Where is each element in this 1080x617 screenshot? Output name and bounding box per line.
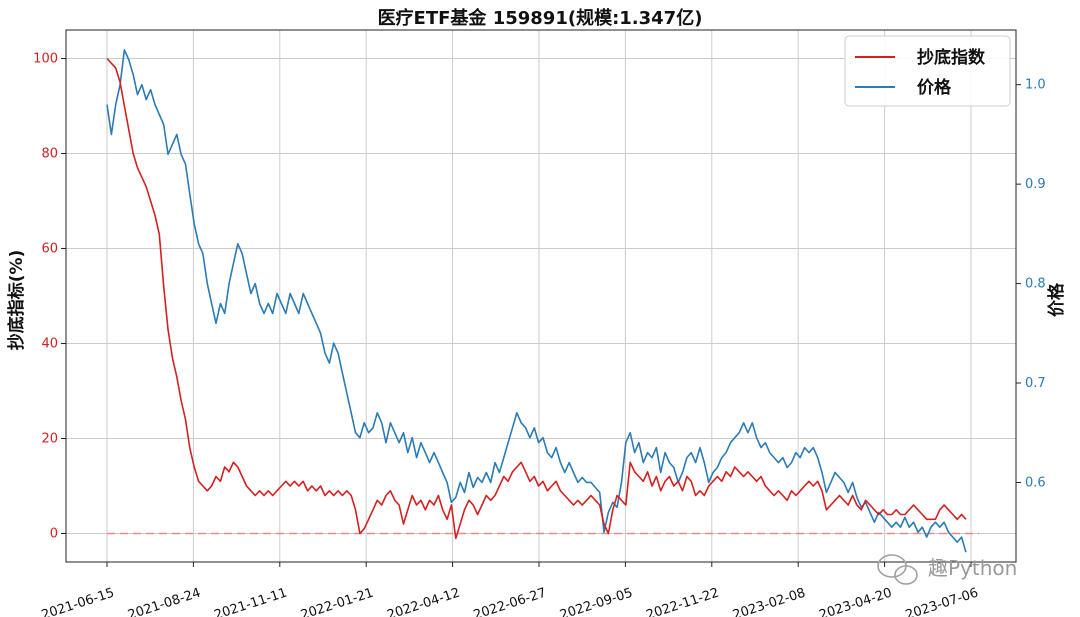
- right-tick-label: 0.9: [1025, 177, 1046, 192]
- x-tick-label: 2023-04-20: [817, 586, 893, 617]
- series-layer: [106, 49, 967, 553]
- right-tick-label: 0.6: [1025, 475, 1046, 490]
- right-y-axis: 0.6 0.7 0.8 0.9 1.0: [1016, 78, 1046, 490]
- x-tick-label: 2023-07-06: [904, 586, 980, 617]
- right-tick-label: 0.8: [1025, 277, 1046, 292]
- x-tick-label: 2022-01-21: [299, 586, 375, 617]
- series-line-price: [106, 49, 967, 553]
- watermark-text: 趣Python: [928, 556, 1017, 580]
- chart-title: 医疗ETF基金 159891(规模:1.347亿): [378, 7, 703, 29]
- x-tick-label: 2023-02-08: [731, 586, 807, 617]
- plot-frame: [65, 29, 1017, 563]
- left-tick-label: 20: [41, 432, 58, 447]
- x-tick-label: 2021-06-15: [40, 586, 116, 617]
- legend-box: [844, 35, 1011, 107]
- right-tick-label: 1.0: [1025, 78, 1046, 93]
- x-tick-label: 2022-11-22: [645, 586, 721, 617]
- x-tick-label: 2022-06-27: [472, 586, 548, 617]
- grid: [66, 30, 1016, 562]
- legend-label: 抄底指数: [917, 47, 986, 68]
- left-y-axis: 0 20 40 60 80 100: [33, 52, 66, 542]
- left-tick-label: 80: [41, 147, 58, 162]
- x-tick-label: 2021-08-24: [126, 586, 202, 617]
- left-tick-label: 100: [33, 52, 58, 67]
- x-axis: 2021-06-15 2021-08-24 2021-11-11 2022-01-21…: [40, 562, 980, 617]
- series-line-bottom-index: [106, 57, 967, 540]
- right-tick-label: 0.7: [1025, 376, 1046, 391]
- x-tick-label: 2021-11-11: [213, 586, 289, 617]
- left-tick-label: 0: [50, 527, 58, 542]
- y-axis-label-right: 价格: [1046, 282, 1067, 317]
- left-tick-label: 60: [41, 242, 58, 257]
- wechat-icon: [877, 554, 918, 585]
- watermark: 趣Python: [877, 554, 1017, 585]
- x-tick-label: 2022-04-12: [385, 586, 461, 617]
- x-tick-label: 2022-09-05: [558, 586, 634, 617]
- legend-label: 价格: [917, 77, 952, 98]
- y-axis-label-left: 抄底指标(%): [6, 250, 27, 351]
- left-tick-label: 40: [41, 337, 58, 352]
